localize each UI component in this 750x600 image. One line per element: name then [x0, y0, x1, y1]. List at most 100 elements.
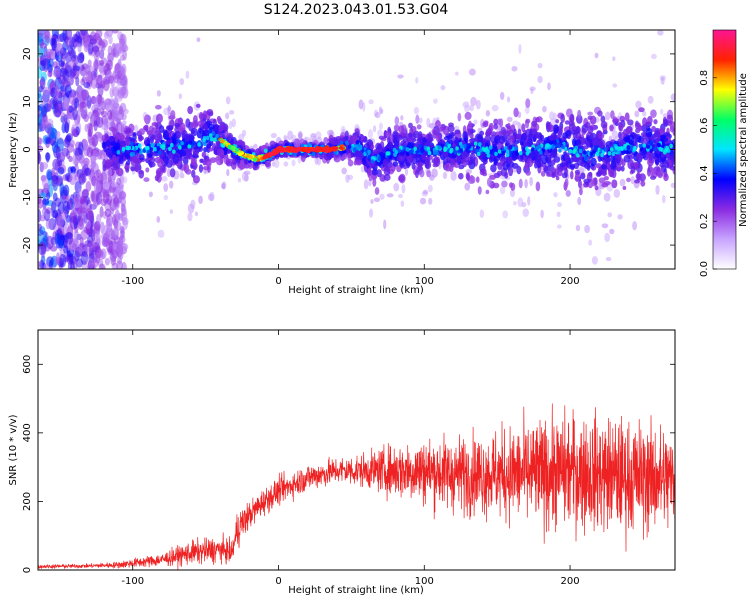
- spectrogram-cell: [161, 175, 168, 182]
- spectrogram-cell: [88, 123, 94, 137]
- spectrogram-cell: [378, 106, 383, 115]
- spectrogram-cell: [211, 131, 216, 136]
- spectrogram-cell: [40, 105, 48, 118]
- spectrogram-cell: [501, 129, 507, 136]
- spectrogram-cell: [410, 125, 417, 133]
- spectrogram-cell: [111, 182, 118, 188]
- spectrogram-cell: [559, 162, 566, 168]
- spectrogram-cell: [372, 177, 377, 187]
- snr-panel: -100 0 100 200 0 200 400 600 Height of straigh…: [8, 329, 676, 596]
- spectrogram-cell: [610, 147, 614, 152]
- spectrogram-cell: [443, 147, 447, 153]
- spectrogram-cell: [188, 140, 193, 145]
- spectrogram-cell: [453, 136, 459, 145]
- spectrogram-cell: [352, 134, 358, 141]
- spectrogram-cell: [584, 224, 591, 234]
- spectrogram-cell: [556, 143, 560, 149]
- spectrogram-cell: [600, 120, 608, 129]
- spectrogram-cell: [190, 127, 198, 137]
- spectrogram-cell: [433, 98, 438, 104]
- spectrogram-cell: [584, 155, 588, 161]
- spectrogram-cell: [323, 136, 329, 145]
- spectrogram-cell: [213, 137, 217, 142]
- spectrogram-cell: [464, 111, 472, 120]
- spectrogram-cell: [490, 164, 497, 173]
- spectrogram-cell: [116, 150, 121, 155]
- spectrogram-cell: [153, 146, 157, 152]
- spectrogram-y-label: Frequency (Hz): [8, 112, 19, 188]
- snr-y-ticks: 0 200 400 600: [22, 355, 675, 573]
- spectrogram-cell: [413, 106, 420, 115]
- spectrogram-cell: [253, 157, 258, 162]
- spectrogram-cell: [611, 179, 618, 189]
- spectrogram-cell: [518, 44, 522, 54]
- spectrogram-cell: [253, 143, 258, 149]
- spectrogram-cell: [148, 161, 156, 168]
- spectrogram-cell: [565, 190, 571, 197]
- spectrogram-cell: [615, 166, 622, 172]
- spectrogram-cell: [307, 142, 311, 148]
- spectrogram-cell: [84, 123, 89, 133]
- spectrogram-cell: [331, 146, 337, 150]
- spectrogram-cell: [459, 148, 464, 153]
- spectrogram-cell: [479, 209, 485, 219]
- spectrogram-cell: [561, 145, 565, 150]
- spectrogram-cell: [558, 128, 563, 138]
- spectrogram-cell: [159, 125, 165, 133]
- spectrogram-cell: [550, 118, 557, 126]
- spectrogram-cell: [115, 85, 120, 90]
- spectrogram-cell: [179, 173, 185, 179]
- spectrogram-cell: [118, 237, 124, 250]
- spectrogram-cell: [100, 110, 109, 118]
- spectrogram-cell: [529, 86, 536, 92]
- spectrogram-cell: [191, 157, 196, 166]
- spectrogram-cell: [580, 172, 586, 180]
- spectrogram-cell: [660, 108, 664, 115]
- spectrogram-cell: [400, 200, 405, 207]
- spectrogram-cell: [96, 213, 102, 225]
- spectrogram-cell: [564, 152, 570, 163]
- spectrogram-cell: [522, 140, 527, 149]
- spectrogram-cell: [92, 258, 99, 268]
- spectrogram-cell: [367, 168, 372, 179]
- spectrogram-cell: [374, 187, 380, 195]
- spectrogram-cell: [513, 200, 517, 206]
- spectrogram-cell: [270, 132, 277, 139]
- spectrogram-cell: [293, 138, 301, 149]
- spectrogram-cell: [207, 193, 214, 201]
- spectrogram-cell: [655, 130, 660, 138]
- spectrogram-cell: [134, 164, 139, 172]
- colorbar-tick-label: 0.6: [699, 118, 710, 134]
- spectrogram-cell: [181, 145, 186, 150]
- spectrogram-cell: [623, 136, 631, 143]
- spectrogram-cell: [568, 149, 573, 154]
- spectrogram-cell: [484, 135, 491, 142]
- spectrogram-cell: [414, 142, 420, 148]
- spectrogram-cell: [514, 146, 518, 151]
- spectrogram-cell: [237, 152, 243, 157]
- spectrogram-cell: [379, 174, 386, 182]
- spectrogram-cell: [68, 155, 73, 163]
- spectrogram-cell: [600, 115, 606, 123]
- spectrogram-cell: [347, 174, 354, 180]
- spectrogram-cell: [197, 142, 201, 147]
- spectrogram-cell: [179, 78, 185, 86]
- spectrogram-cell: [575, 224, 581, 232]
- spectrogram-cell: [447, 143, 452, 149]
- spectrogram-cell: [383, 219, 387, 230]
- spectrogram-cell: [649, 175, 657, 180]
- spectrogram-cell: [600, 164, 608, 170]
- spectrogram-cell: [601, 223, 609, 229]
- spectrogram-cell: [468, 104, 474, 112]
- spectrogram-cell: [55, 145, 61, 160]
- spectrogram-cell: [540, 209, 544, 219]
- spectrogram-cell: [656, 166, 661, 172]
- spectrogram-cell: [569, 163, 576, 170]
- spectrogram-cell: [470, 176, 476, 184]
- spectrogram-cell: [39, 42, 48, 49]
- spectrogram-cell: [206, 161, 212, 167]
- x-tick-label: -100: [121, 276, 144, 287]
- spectrogram-cell: [83, 113, 89, 123]
- colorbar-tick-label: 0.2: [699, 213, 710, 229]
